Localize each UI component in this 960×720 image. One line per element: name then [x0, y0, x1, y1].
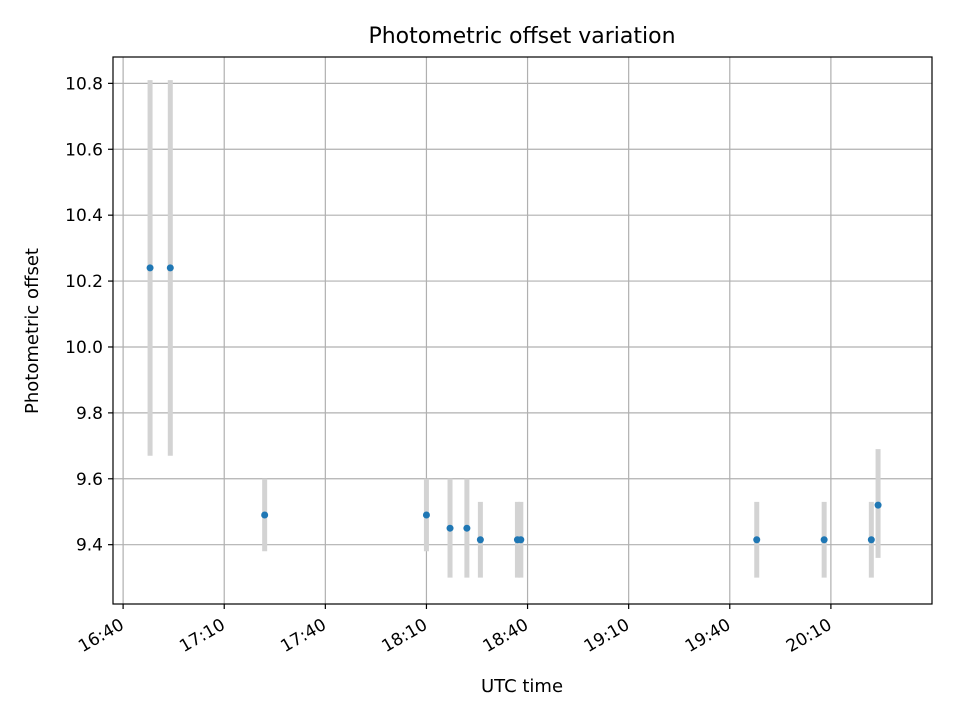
data-point	[166, 264, 174, 272]
data-point	[517, 536, 525, 544]
data-point	[753, 536, 761, 544]
y-tick-label: 10.4	[65, 206, 103, 226]
data-point	[476, 536, 484, 544]
x-axis-label: UTC time	[481, 676, 563, 697]
chart-title: Photometric offset variation	[368, 24, 675, 49]
data-point	[446, 524, 454, 532]
y-tick-label: 9.6	[76, 470, 103, 490]
y-tick-label: 10.2	[65, 272, 103, 292]
y-tick-label: 9.8	[76, 404, 103, 424]
y-tick-label: 10.6	[65, 140, 103, 160]
y-axis-label: Photometric offset	[22, 248, 43, 414]
data-point	[422, 511, 430, 519]
y-axis-ticks: 9.4 9.6 9.8 10.0 10.2 10.4 10.6 10.8	[65, 74, 113, 556]
plot-frame	[112, 56, 933, 605]
data-point	[874, 501, 882, 509]
grid-lines	[113, 57, 932, 604]
data-point	[261, 511, 269, 519]
y-tick-label: 9.4	[76, 536, 103, 556]
y-tick-label: 10.0	[65, 338, 103, 358]
data-point	[463, 524, 471, 532]
data-point	[820, 536, 828, 544]
y-tick-label: 10.8	[65, 74, 103, 94]
data-point	[867, 536, 875, 544]
data-points	[146, 264, 882, 544]
data-point	[146, 264, 154, 272]
